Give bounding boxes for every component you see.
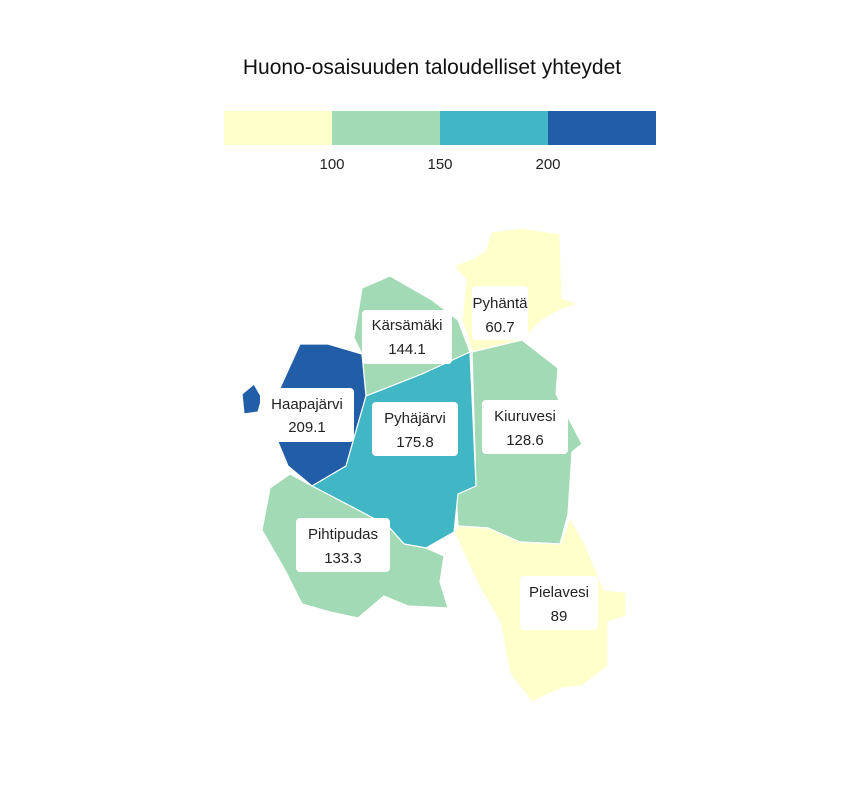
label-pyhanta-value: 60.7 [485, 319, 514, 336]
legend-bin-4 [548, 111, 656, 145]
label-pielavesi-name: Pielavesi [529, 584, 589, 601]
label-pielavesi: Pielavesi 89 [520, 576, 598, 630]
legend-tick-100: 100 [319, 156, 344, 173]
label-pihtipudas-name: Pihtipudas [308, 526, 378, 543]
region-haapajarvi-exclave[interactable] [241, 383, 263, 415]
label-pielavesi-value: 89 [551, 608, 568, 625]
label-pyhajarvi: Pyhäjärvi 175.8 [372, 402, 458, 456]
label-pihtipudas: Pihtipudas 133.3 [296, 518, 390, 572]
map-title: Huono-osaisuuden taloudelliset yhteydet [242, 56, 622, 79]
label-kiuruvesi: Kiuruvesi 128.6 [482, 400, 568, 454]
labels: Pyhäntä 60.7 Kärsämäki 144.1 Haapajärvi … [260, 286, 598, 630]
regions [241, 227, 627, 703]
legend-tick-150: 150 [427, 156, 452, 173]
label-karsamaki-value: 144.1 [388, 341, 426, 358]
legend-bin-1 [224, 111, 332, 145]
label-pyhanta: Pyhäntä 60.7 [472, 286, 528, 340]
label-karsamaki: Kärsämäki 144.1 [362, 310, 452, 364]
legend-bin-3 [440, 111, 548, 145]
label-pihtipudas-value: 133.3 [324, 550, 362, 567]
label-haapajarvi-name: Haapajärvi [271, 396, 343, 413]
label-pyhajarvi-name: Pyhäjärvi [384, 410, 446, 427]
legend-tick-200: 200 [535, 156, 560, 173]
legend: 100 150 200 [224, 111, 656, 173]
label-kiuruvesi-name: Kiuruvesi [494, 408, 556, 425]
label-kiuruvesi-value: 128.6 [506, 432, 544, 449]
legend-bin-2 [332, 111, 440, 145]
label-pyhajarvi-value: 175.8 [396, 434, 434, 451]
label-karsamaki-name: Kärsämäki [372, 317, 443, 334]
label-haapajarvi-value: 209.1 [288, 419, 326, 436]
label-haapajarvi: Haapajärvi 209.1 [260, 388, 354, 442]
label-pyhanta-name: Pyhäntä [472, 295, 528, 312]
